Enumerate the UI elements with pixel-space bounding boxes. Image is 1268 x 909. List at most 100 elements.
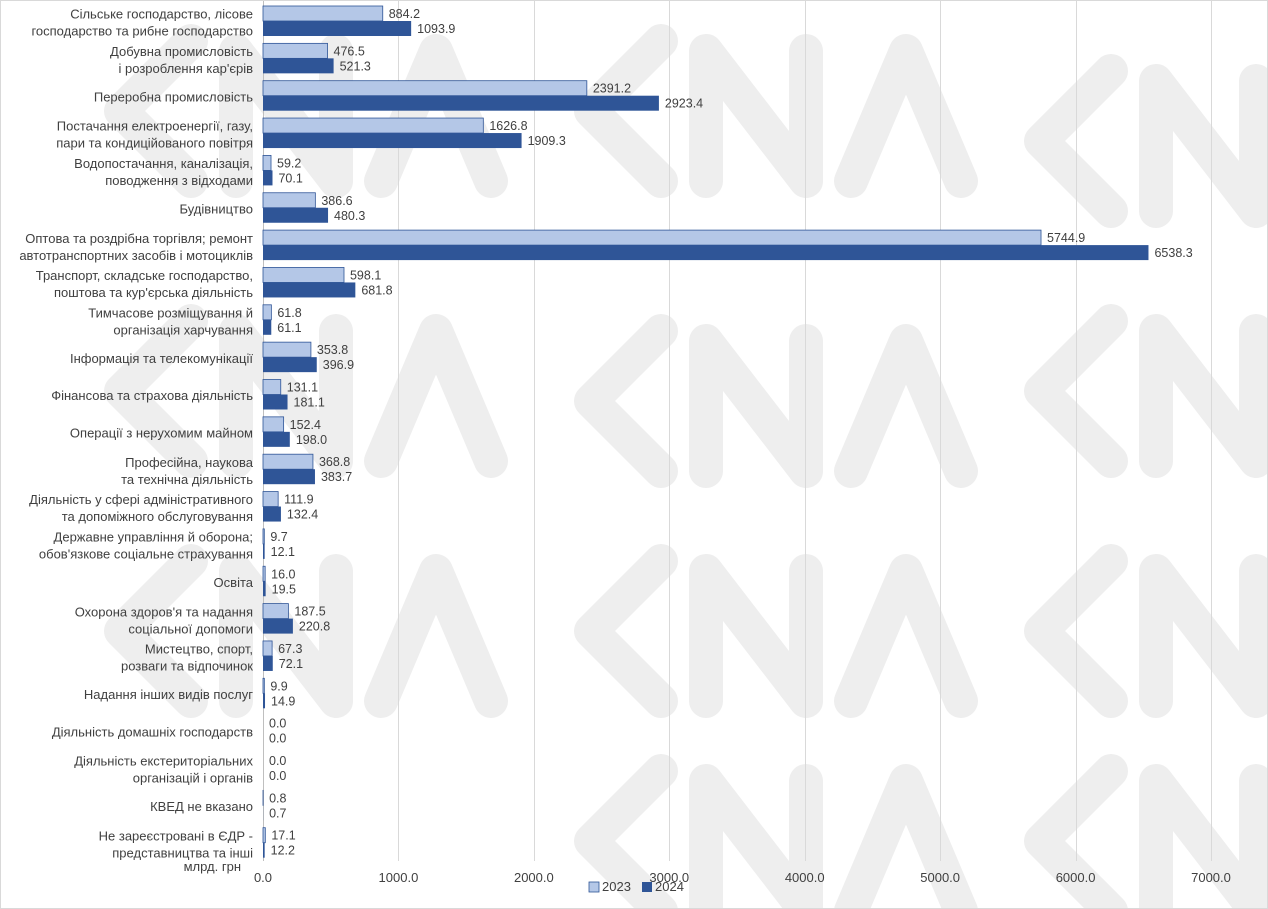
value-label-2023: 152.4 (290, 418, 321, 432)
category-label: Професійна, наукова та технічна діяльніст… (121, 455, 254, 487)
category-label: Сільське господарство, лісове господарств… (31, 7, 253, 39)
bar-2024 (263, 618, 293, 634)
category-label: Мистецтво, спорт, розваги та відпочинок (121, 642, 253, 674)
x-tick-label: 3000.0 (649, 870, 689, 885)
bar-2024 (263, 245, 1149, 261)
value-label-2023: 476.5 (334, 44, 365, 58)
category-label: Транспорт, складське господарство, поштов… (36, 268, 253, 300)
x-tick-label: 5000.0 (920, 870, 960, 885)
bar-2024 (263, 21, 412, 36)
watermark-logo (574, 24, 978, 198)
value-label-2023: 111.9 (284, 493, 313, 507)
category-label: Діяльність домашніх господарств (52, 724, 253, 739)
value-label-2024: 480.3 (334, 209, 365, 223)
category-label: Постачання електроенергії, газу, пари та … (56, 119, 253, 151)
value-label-2024: 0.7 (269, 806, 286, 820)
bar-2024 (263, 319, 272, 335)
category-label: Не зареєстровані в ЄДР -представництва т… (99, 828, 253, 860)
x-tick-label: 4000.0 (785, 870, 825, 885)
bar-2024 (263, 95, 659, 111)
value-label-2023: 884.2 (389, 7, 420, 21)
bar-2024 (263, 58, 334, 74)
bar-2024 (263, 207, 329, 223)
bar-2023 (262, 491, 279, 507)
category-label: Освіта (214, 575, 254, 590)
value-label-2023: 386.6 (321, 194, 352, 208)
x-axis-ticks: 0.0 1000.0 2000.0 3000.0 4000.0 5000.0 6000.0 7… (254, 870, 1231, 885)
category-label: Охорона здоров'я та надання соціальної до… (75, 604, 253, 636)
bar-2023 (262, 154, 272, 171)
legend-label-2024: 2024 (655, 879, 684, 894)
x-tick-label: 6000.0 (1056, 870, 1096, 885)
value-label-2024: 132.4 (287, 508, 318, 522)
bar-2024 (263, 357, 317, 373)
category-label: Інформація та телекомунікації (70, 351, 253, 366)
category-label: Діяльність екстериторіальних організацій … (74, 754, 253, 786)
value-label-2024: 220.8 (299, 620, 330, 634)
bar-2024 (263, 506, 281, 522)
value-label-2024: 19.5 (272, 582, 296, 596)
category-label: Добувна промисловість і розроблення кар'є… (110, 44, 253, 76)
bar-2023 (262, 827, 266, 844)
value-label-2024: 1909.3 (528, 134, 566, 148)
value-label-2023: 16.0 (271, 567, 295, 581)
value-label-2023: 2391.2 (593, 82, 631, 96)
bar-2024 (263, 469, 315, 485)
bar-2024 (263, 431, 290, 447)
value-label-2023: 9.7 (270, 530, 287, 544)
x-tick-label: 0.0 (254, 870, 272, 885)
value-label-2023: 61.8 (277, 306, 301, 320)
bar-2023 (262, 192, 316, 209)
value-label-2024: 0.0 (269, 732, 286, 746)
bar-2023 (262, 42, 328, 59)
bar-2023 (262, 603, 289, 619)
legend-swatch-2023 (588, 881, 600, 893)
value-label-2023: 1626.8 (489, 119, 527, 133)
bars (262, 5, 1149, 858)
value-label-2024: 6538.3 (1154, 246, 1192, 260)
value-label-2023: 368.8 (319, 455, 350, 469)
value-label-2024: 1093.9 (417, 22, 455, 36)
category-label: Переробна промисловість (94, 89, 253, 104)
bar-2024 (263, 581, 266, 597)
category-labels: Сільське господарство, лісове господарств… (19, 7, 253, 861)
value-label-2024: 61.1 (277, 321, 301, 335)
watermark-logo (1024, 304, 1267, 478)
value-label-2024: 521.3 (340, 59, 371, 73)
bar-2024 (263, 170, 273, 186)
value-labels: 884.21093.9476.5521.32391.22923.41626.81… (269, 7, 1193, 858)
category-label: Водопостачання, каналізація, поводження з… (74, 156, 253, 188)
legend: 2023 2024 (588, 879, 684, 894)
value-label-2024: 383.7 (321, 470, 352, 484)
bar-2023 (262, 117, 484, 134)
bar-2023 (262, 5, 384, 22)
watermark-logo (574, 544, 978, 718)
watermark (104, 24, 1267, 908)
value-label-2023: 598.1 (350, 268, 381, 282)
value-label-2023: 0.8 (269, 791, 286, 805)
category-label: Діяльність у сфері адміністративного та д… (29, 492, 253, 524)
bar-2023 (262, 677, 265, 694)
value-label-2023: 9.9 (270, 679, 287, 693)
value-label-2023: 187.5 (294, 605, 325, 619)
watermark-logo (574, 314, 978, 488)
value-label-2023: 0.0 (269, 754, 286, 768)
bar-2024 (263, 693, 266, 709)
x-tick-label: 1000.0 (379, 870, 419, 885)
value-label-2024: 12.2 (271, 844, 295, 858)
value-label-2023: 0.0 (269, 717, 286, 731)
value-label-2024: 198.0 (296, 433, 327, 447)
bar-2023 (262, 341, 312, 358)
bar-2023 (262, 229, 1042, 246)
value-label-2024: 0.0 (269, 769, 286, 783)
bar-2024 (263, 282, 356, 298)
value-label-2024: 681.8 (361, 283, 392, 297)
bar-2024 (263, 133, 522, 149)
unit-label: млрд. грн (184, 859, 241, 874)
category-label: Державне управління й оборона; обов'язков… (39, 530, 253, 562)
value-label-2023: 67.3 (278, 642, 302, 656)
bar-2023 (262, 453, 314, 470)
category-label: КВЕД не вказано (150, 799, 253, 814)
watermark-logo (1024, 54, 1267, 228)
